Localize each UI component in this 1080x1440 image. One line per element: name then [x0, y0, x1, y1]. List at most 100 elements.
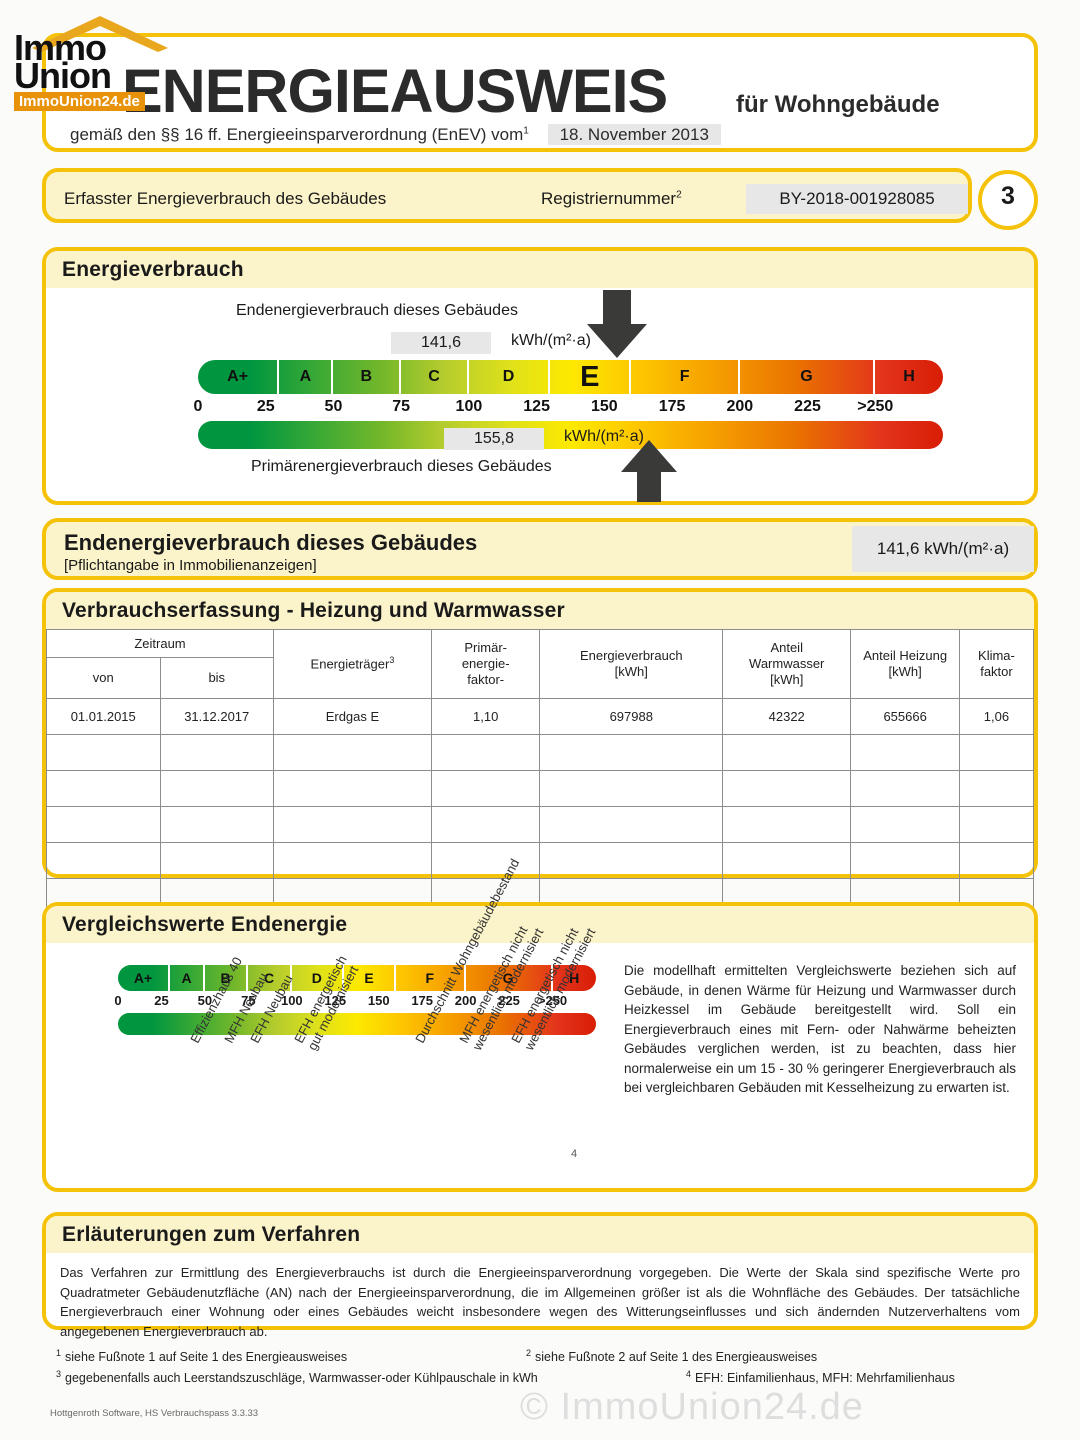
end-energy-summary-value: 141,6 kWh/(m²·a) — [852, 526, 1034, 572]
footnotes-block: 1 siehe Fußnote 1 auf Seite 1 des Energie… — [56, 1348, 1046, 1390]
primary-energy-label: Primärenergieverbrauch dieses Gebäudes — [251, 458, 552, 475]
cell-klimafaktor: 1,06 — [958, 698, 1035, 735]
software-credit: Hottgenroth Software, HS Verbrauchspass … — [50, 1408, 259, 1419]
cell-heizung — [850, 842, 960, 879]
th-von: von — [47, 658, 161, 698]
tick-label-9: 225 — [498, 993, 520, 1008]
scale-tick-labels: 0 25 50 75 100 125 150 175 200 225 >250 — [192, 398, 952, 418]
footnote-row-1: 1 siehe Fußnote 1 auf Seite 1 des Energie… — [56, 1348, 1046, 1369]
footnote-1-marker: 1 — [56, 1348, 62, 1358]
primary-energy-scale-bar — [198, 421, 943, 449]
end-energy-summary-subtitle: [Pflichtangabe in Immobilienanzeigen] — [64, 557, 317, 574]
th-zeitraum: Zeitraum von bis — [46, 629, 274, 699]
comparison-scale-bar: A+ A B C D E F G H — [118, 965, 596, 991]
cell-energietraeger — [273, 842, 432, 879]
explanation-panel: Erläuterungen zum Verfahren Das Verfahre… — [42, 1212, 1038, 1339]
consumption-table-title: Verbrauchserfassung - Heizung und Warmwa… — [46, 592, 1034, 629]
registration-band: Erfasster Energieverbrauch des Gebäudes … — [42, 168, 972, 223]
logo-bar: ImmoUnion24.de — [14, 92, 145, 111]
energy-class-b: B — [205, 965, 249, 991]
cell-primaerfaktor — [430, 842, 541, 879]
page-number-badge: 3 — [978, 170, 1038, 230]
logo-line2: Union — [14, 55, 112, 96]
footnote-1-text: siehe Fußnote 1 auf Seite 1 des Energiea… — [65, 1350, 348, 1365]
footnote-2: 2 siehe Fußnote 2 auf Seite 1 des Energie… — [526, 1348, 817, 1364]
cell-bis — [159, 806, 274, 843]
th-energietraeger: Energieträger3 — [273, 629, 432, 699]
end-energy-summary-band: Endenergieverbrauch dieses Gebäudes [Pfl… — [42, 518, 1038, 580]
table-header-row: Zeitraum von bis Energieträger3 Primär- … — [46, 629, 1035, 699]
end-energy-unit: kWh/(m²·a) — [511, 332, 591, 349]
logo-line1: Immo — [14, 27, 107, 68]
comparison-scale-bar-lower — [118, 1013, 596, 1035]
footnote-4-text: EFH: Einfamilienhaus, MFH: Mehrfamilienh… — [695, 1371, 955, 1386]
energy-consumption-panel: Energieverbrauch Endenergieverbrauch die… — [42, 247, 1038, 505]
comparison-explanation-text: Die modellhaft ermittelten Vergleichswer… — [624, 963, 1016, 1096]
cell-von: 01.01.2015 — [46, 698, 161, 735]
cell-von — [46, 842, 161, 879]
th-heizung-l1: Anteil Heizung — [863, 647, 948, 663]
cell-heizung — [850, 770, 960, 807]
end-energy-value: 141,6 — [391, 332, 491, 354]
footnote-2-text: siehe Fußnote 2 auf Seite 1 des Energiea… — [535, 1350, 818, 1365]
comparison-panel: Vergleichswerte Endenergie A+ A B C D E F G H 0 2… — [42, 856, 1038, 1192]
energy-class-e: E — [550, 360, 632, 394]
law-footnote-marker: 1 — [523, 125, 529, 137]
cell-warmwasser — [722, 842, 852, 879]
explanation-title: Erläuterungen zum Verfahren — [46, 1216, 1034, 1253]
th-warmwasser-l1: Anteil — [770, 639, 803, 655]
cell-energietraeger — [273, 770, 432, 807]
cell-energieverbrauch — [539, 770, 724, 807]
tick-label-3: 75 — [392, 398, 411, 415]
cell-bis: 31.12.2017 — [159, 698, 274, 735]
consumption-table-body: 01.01.2015 31.12.2017 Erdgas E 1,10 697988 42… — [46, 698, 1035, 915]
footnote-2-marker: 2 — [526, 1348, 532, 1358]
house-roof-icon — [32, 16, 168, 52]
page-subtitle: für Wohngebäude — [736, 91, 940, 118]
tick-label-7: 175 — [658, 398, 686, 415]
cell-primaerfaktor — [430, 734, 541, 771]
th-klima-l1: Klima- — [978, 647, 1015, 663]
end-energy-scale-bar: A+ A B C D E F G H — [198, 360, 943, 394]
cell-warmwasser — [722, 806, 852, 843]
tick-label-8: 200 — [454, 993, 477, 1008]
energy-class-h: H — [903, 368, 915, 385]
tick-label-8: 200 — [726, 398, 754, 415]
cell-energieverbrauch — [539, 734, 724, 771]
page-title: ENERGIEAUSWEIS — [122, 57, 668, 125]
cell-bis — [159, 842, 274, 879]
table-row — [46, 734, 1035, 771]
registration-footnote-marker: 2 — [676, 189, 682, 201]
immounion-logo: Immo Union ImmoUnion24.de — [8, 8, 178, 113]
cell-bis — [159, 734, 274, 771]
energy-class-d: D — [469, 360, 551, 394]
th-primaerfaktor-l1: Primär- — [464, 639, 507, 655]
tick-label-3: 75 — [241, 993, 256, 1008]
energy-class-g: G — [740, 360, 876, 394]
tick-label-4: 100 — [280, 993, 303, 1008]
cell-klimafaktor — [958, 806, 1035, 843]
tick-label-10: >250 — [857, 398, 894, 415]
th-primaerfaktor-l3: faktor- — [467, 672, 505, 688]
cell-warmwasser — [722, 734, 852, 771]
tick-label-0: 0 — [114, 993, 122, 1008]
primary-energy-pointer-icon — [621, 440, 677, 502]
law-reference: gemäß den §§ 16 ff. Energieeinsparverord… — [70, 124, 721, 145]
cell-warmwasser: 42322 — [722, 698, 852, 735]
tick-label-1: 25 — [154, 993, 169, 1008]
cell-primaerfaktor — [430, 770, 541, 807]
energy-class-f: F — [631, 360, 740, 394]
energy-class-aplus: A+ — [118, 965, 171, 991]
comparison-footnote-marker: 4 — [571, 1148, 578, 1160]
tick-label-4: 100 — [455, 398, 483, 415]
tick-label-6: 150 — [591, 398, 618, 415]
th-klimafaktor: Klima- faktor — [958, 629, 1035, 699]
th-energietraeger-label: Energieträger — [310, 656, 390, 672]
cell-heizung: 655666 — [850, 698, 960, 735]
cell-energietraeger — [273, 806, 432, 843]
law-date: 18. November 2013 — [547, 124, 721, 145]
energy-class-c: C — [248, 965, 292, 991]
page-watermark: © ImmoUnion24.de — [520, 1386, 864, 1428]
table-row — [46, 770, 1035, 807]
th-heizung-l2: [kWh] — [888, 664, 922, 679]
